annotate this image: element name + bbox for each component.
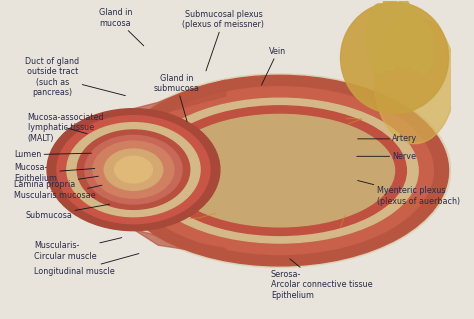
Circle shape bbox=[77, 130, 190, 209]
Text: Vein: Vein bbox=[262, 47, 286, 85]
Circle shape bbox=[104, 149, 163, 190]
Text: Gland in
submucosa: Gland in submucosa bbox=[153, 74, 199, 122]
Ellipse shape bbox=[414, 23, 434, 74]
Text: Artery: Artery bbox=[358, 134, 418, 143]
Circle shape bbox=[47, 109, 220, 231]
Ellipse shape bbox=[374, 17, 456, 144]
Text: Gland in
mucosa: Gland in mucosa bbox=[99, 9, 144, 46]
Text: Serosa-
Arcolar connective tissue
Epithelium: Serosa- Arcolar connective tissue Epithe… bbox=[271, 259, 373, 300]
Text: Mucosa-associated
lymphatic tissue
(MALT): Mucosa-associated lymphatic tissue (MALT… bbox=[27, 113, 104, 143]
Text: Mucosa-
Epithelium: Mucosa- Epithelium bbox=[14, 163, 95, 182]
Text: Lamina propria: Lamina propria bbox=[14, 176, 98, 189]
Ellipse shape bbox=[392, 0, 415, 69]
Circle shape bbox=[115, 156, 152, 183]
Ellipse shape bbox=[379, 0, 401, 70]
Circle shape bbox=[57, 116, 210, 224]
Text: Submucosa: Submucosa bbox=[26, 204, 109, 219]
PathPatch shape bbox=[134, 80, 226, 115]
Ellipse shape bbox=[126, 87, 433, 255]
Ellipse shape bbox=[111, 75, 448, 266]
Ellipse shape bbox=[153, 106, 406, 235]
Circle shape bbox=[67, 123, 200, 217]
Text: Longitudinal muscle: Longitudinal muscle bbox=[35, 254, 139, 276]
PathPatch shape bbox=[134, 229, 226, 255]
Ellipse shape bbox=[340, 2, 448, 114]
Ellipse shape bbox=[366, 4, 391, 74]
Text: Lumen: Lumen bbox=[14, 150, 91, 159]
Circle shape bbox=[85, 135, 182, 204]
Text: Muscularis-
Circular muscle: Muscularis- Circular muscle bbox=[35, 238, 122, 261]
Text: Muscularis mucosae: Muscularis mucosae bbox=[14, 185, 102, 200]
Text: Myenteric plexus
(plexus of auerbach): Myenteric plexus (plexus of auerbach) bbox=[357, 181, 460, 206]
Ellipse shape bbox=[404, 10, 426, 70]
Text: Nerve: Nerve bbox=[357, 152, 416, 161]
Circle shape bbox=[93, 141, 174, 198]
Text: Submucosal plexus
(plexus of meissner): Submucosal plexus (plexus of meissner) bbox=[182, 10, 264, 71]
Ellipse shape bbox=[109, 74, 451, 268]
Ellipse shape bbox=[165, 115, 394, 227]
Ellipse shape bbox=[141, 98, 418, 243]
Text: Duct of gland
outside tract
(such as
pancreas): Duct of gland outside tract (such as pan… bbox=[26, 57, 126, 97]
